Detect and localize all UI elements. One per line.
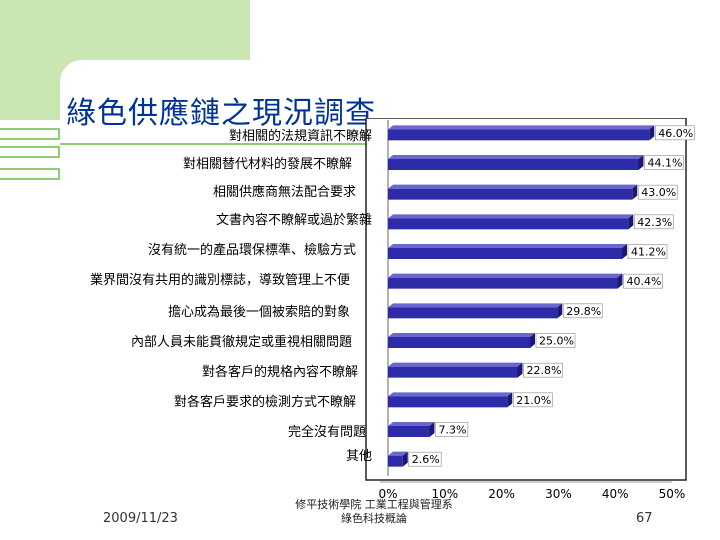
data-label-box	[523, 362, 563, 378]
data-label: 21.0%	[516, 394, 551, 407]
footer-course: 綠色科技概論	[341, 512, 407, 525]
category-label: 相關供應商無法配合要求	[213, 184, 356, 200]
bar-side-face	[557, 303, 563, 319]
bar-top-face	[388, 451, 408, 456]
bar-side-face	[628, 214, 634, 230]
bar-top-face	[388, 214, 634, 219]
bar-side-face	[429, 422, 435, 437]
decorative-bar	[0, 128, 60, 140]
data-label: 40.4%	[626, 275, 661, 288]
data-label: 46.0%	[658, 127, 693, 140]
bar-side-face	[617, 273, 623, 289]
category-label: 對各客戶的規格內容不瞭解	[202, 364, 358, 380]
bar	[388, 307, 558, 319]
decorative-line	[60, 143, 370, 145]
data-label: 42.3%	[637, 216, 672, 229]
category-label: 業界間沒有共用的識別標誌，導致管理上不便	[90, 272, 350, 288]
data-label: 44.1%	[647, 157, 682, 170]
slide-title: 綠色供應鏈之現況調查	[66, 96, 376, 131]
bar	[388, 277, 618, 289]
bar-top-face	[388, 303, 563, 308]
chart-svg: 46.0% 44.1% 43.0% 42.3% 41.2% 40.4% 29.8% 25.0%…	[90, 118, 695, 501]
bar	[388, 159, 639, 170]
bar-side-face	[638, 155, 644, 170]
data-label-box	[644, 155, 684, 170]
footer-date: 2009/11/23	[103, 511, 178, 526]
decorative-bar	[0, 168, 60, 180]
bar-side-face	[622, 244, 628, 259]
data-label: 22.8%	[527, 364, 562, 377]
bar-chart: 46.0% 44.1% 43.0% 42.3% 41.2% 40.4% 29.8% 25.0%…	[0, 118, 720, 508]
data-label-box	[654, 125, 695, 141]
x-tick-label: 10%	[431, 487, 458, 501]
x-tick-label: 0%	[378, 487, 397, 501]
data-label: 41.2%	[631, 246, 666, 259]
bar-side-face	[402, 451, 408, 467]
bar-top-face	[388, 244, 628, 248]
category-label: 內部人員未能貫徹規定或重視相關問題	[131, 334, 352, 350]
bar-top-face	[388, 392, 513, 397]
bar	[388, 455, 403, 467]
category-label: 文書內容不瞭解或過於繁雜	[216, 212, 372, 228]
x-tick-label: 20%	[488, 487, 515, 501]
bar	[388, 396, 508, 408]
category-label: 完全沒有問題	[288, 424, 366, 440]
bar	[388, 248, 623, 259]
data-label-box	[535, 333, 576, 348]
decorative-white-panel	[60, 60, 360, 180]
bar-side-face	[530, 333, 535, 348]
bar-top-face	[388, 155, 644, 159]
data-label-box	[633, 214, 674, 230]
x-tick-label: 50%	[659, 487, 686, 501]
category-label: 對各客戶要求的檢測方式不瞭解	[174, 394, 356, 410]
category-label: 其他	[346, 449, 372, 464]
page-number: 67	[636, 511, 653, 526]
data-label-box	[623, 273, 663, 289]
footer-school: 修平技術學院 工業工程與管理系	[295, 498, 453, 511]
data-label-box	[637, 184, 678, 200]
footer-info: 修平技術學院 工業工程與管理系 綠色科技概論	[285, 498, 463, 526]
x-tick-label: 30%	[545, 487, 572, 501]
data-label-box	[408, 451, 442, 467]
bar	[388, 188, 633, 200]
bar-side-face	[649, 125, 655, 141]
bar-top-face	[388, 362, 523, 367]
x-tick-label: 40%	[602, 487, 629, 501]
data-label-box	[627, 244, 668, 259]
bar-top-face	[388, 273, 623, 278]
data-label-box	[562, 303, 603, 319]
bar-side-face	[632, 184, 638, 200]
decorative-bar	[0, 146, 60, 158]
data-label: 7.3%	[438, 424, 466, 437]
bar-top-face	[388, 125, 655, 130]
category-label: 沒有統一的產品環保標準、檢驗方式	[148, 242, 356, 258]
data-label-box	[512, 392, 553, 408]
data-label: 43.0%	[641, 186, 676, 199]
data-label: 25.0%	[539, 335, 574, 348]
bar-top-face	[388, 422, 435, 426]
bar	[388, 218, 629, 230]
bar	[388, 426, 430, 437]
data-label: 29.8%	[566, 305, 601, 318]
category-label: 對相關替代材料的發展不瞭解	[183, 156, 352, 172]
bar-top-face	[388, 184, 638, 189]
bar	[388, 337, 530, 348]
bar	[388, 129, 650, 141]
data-label-box	[435, 422, 469, 437]
bar	[388, 366, 518, 378]
data-label: 2.6%	[412, 453, 440, 466]
category-label: 對相關的法規資訊不瞭解	[229, 128, 372, 144]
bar-top-face	[388, 333, 535, 337]
plot-frame	[365, 118, 687, 481]
bar-side-face	[507, 392, 513, 408]
bar-side-face	[517, 362, 523, 378]
category-label: 擔心成為最後一個被索賠的對象	[168, 304, 350, 320]
